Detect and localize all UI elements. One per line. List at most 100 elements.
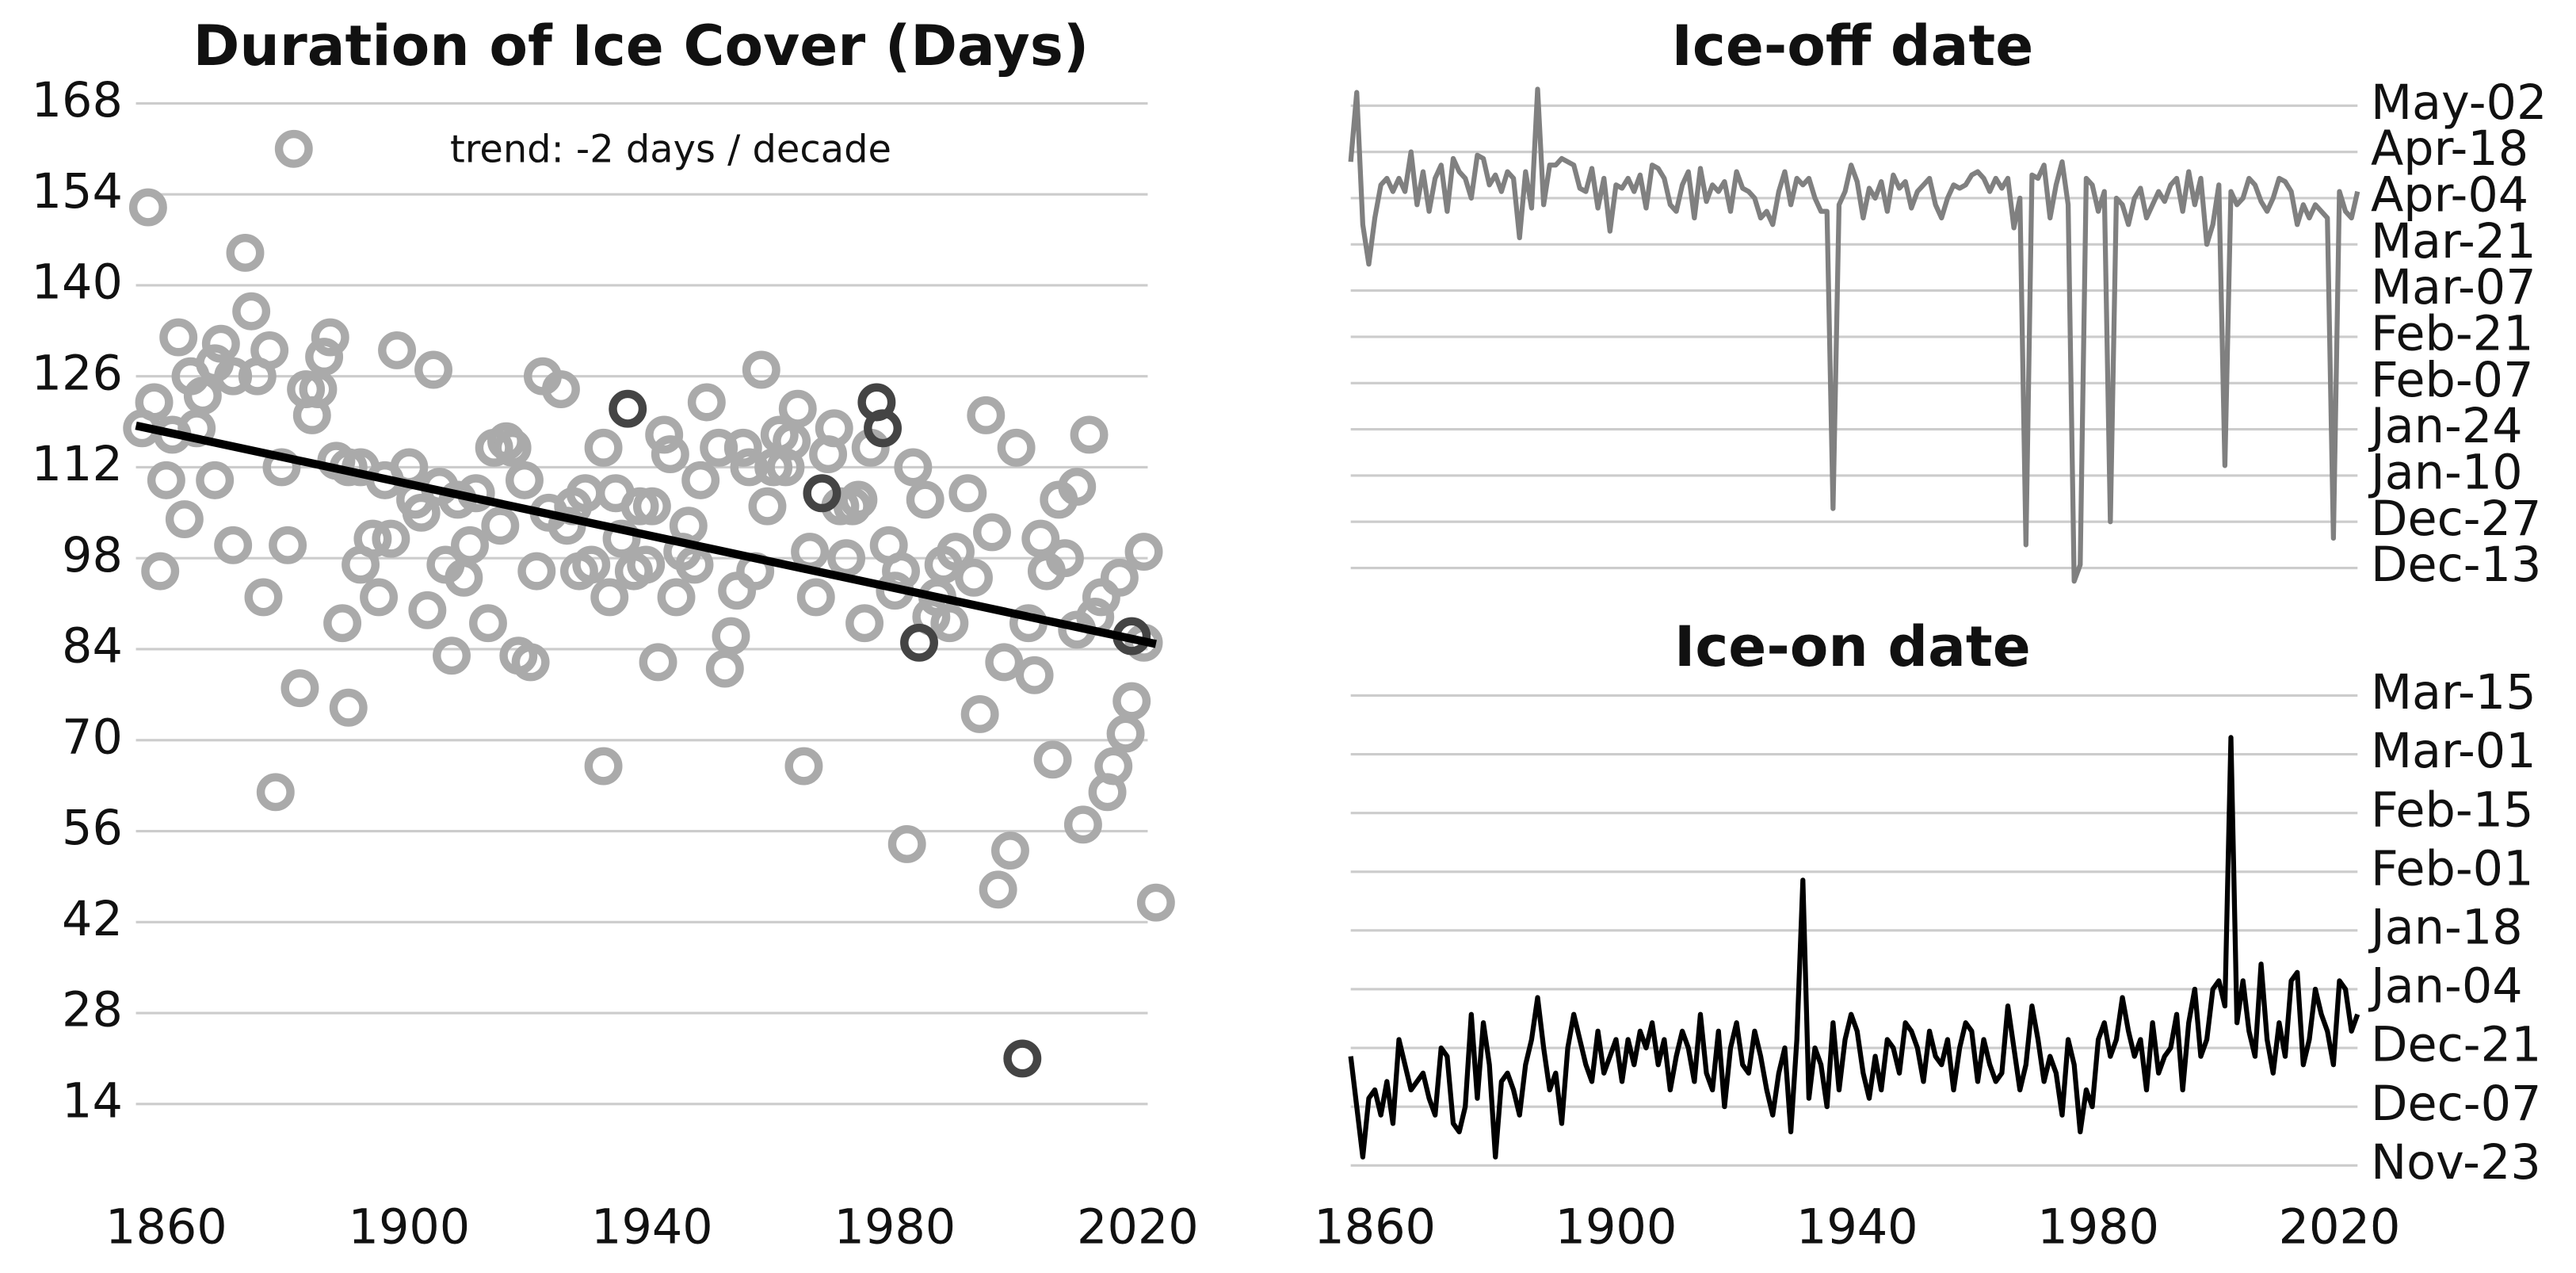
point xyxy=(147,461,185,499)
y-tick-label: Jan-24 xyxy=(2368,399,2523,454)
y-tick-label: Feb-01 xyxy=(2371,841,2534,896)
point xyxy=(469,604,507,643)
point xyxy=(372,519,410,558)
y-tick-label: Mar-21 xyxy=(2371,214,2536,270)
y-tick-label: Dec-13 xyxy=(2371,537,2542,593)
point xyxy=(1045,539,1084,578)
point xyxy=(1063,805,1102,844)
point xyxy=(627,545,666,584)
y-tick-label: Feb-07 xyxy=(2371,353,2534,408)
point xyxy=(584,747,623,786)
point xyxy=(274,129,313,168)
point xyxy=(748,487,787,526)
y-tick-label: Nov-23 xyxy=(2371,1135,2541,1191)
y-tick-label: Dec-27 xyxy=(2371,491,2542,547)
point xyxy=(900,623,938,662)
y-tick-label: Jan-04 xyxy=(2368,959,2523,1015)
point xyxy=(937,533,975,571)
y-tick-label: Feb-21 xyxy=(2371,307,2534,362)
point xyxy=(244,578,283,617)
point xyxy=(1015,656,1054,694)
point xyxy=(620,487,659,526)
point xyxy=(997,428,1036,467)
point xyxy=(232,292,271,331)
point xyxy=(687,383,726,422)
y-tick-label: Apr-18 xyxy=(2371,121,2528,177)
y-tick-label: Apr-04 xyxy=(2371,168,2528,224)
y-tick-label: 14 xyxy=(62,1073,123,1129)
y-tick-label: 154 xyxy=(32,164,123,220)
point xyxy=(839,480,878,519)
point xyxy=(1106,714,1145,753)
point xyxy=(1058,468,1097,507)
point xyxy=(845,604,884,643)
y-tick-label: Dec-07 xyxy=(2371,1076,2542,1132)
point xyxy=(323,604,362,643)
point xyxy=(311,318,349,357)
point xyxy=(827,539,866,578)
y-tick-label: 70 xyxy=(62,709,123,765)
point xyxy=(742,350,780,389)
point xyxy=(506,461,544,499)
point xyxy=(433,636,471,675)
y-tick-label: 56 xyxy=(62,801,123,856)
point xyxy=(991,831,1029,870)
y-tick-label: Dec-21 xyxy=(2371,1018,2542,1073)
point xyxy=(196,461,235,499)
point xyxy=(517,552,556,591)
point xyxy=(681,461,720,499)
point xyxy=(712,617,750,656)
point xyxy=(979,870,1017,909)
y-tick-label: 42 xyxy=(62,892,123,947)
point xyxy=(159,318,198,357)
point xyxy=(985,643,1024,682)
point xyxy=(280,669,319,708)
x-tick-label: 1940 xyxy=(1796,1199,1918,1255)
point xyxy=(214,357,253,396)
point xyxy=(1112,682,1151,721)
point xyxy=(481,507,520,545)
point xyxy=(493,428,532,467)
point xyxy=(141,552,180,591)
y-tick-label: 98 xyxy=(62,528,123,583)
x-tick-label: 2020 xyxy=(2279,1199,2401,1255)
point xyxy=(894,448,933,487)
point xyxy=(584,428,623,467)
chart-title: Ice-on date xyxy=(1674,614,2031,679)
point xyxy=(815,409,853,448)
point xyxy=(657,578,696,617)
point xyxy=(590,578,629,617)
point xyxy=(329,688,368,727)
point xyxy=(183,377,222,415)
point xyxy=(639,643,677,682)
point xyxy=(1033,740,1072,779)
point xyxy=(548,507,586,545)
x-tick-label: 1980 xyxy=(834,1199,956,1255)
data-line xyxy=(1348,86,2360,584)
point xyxy=(541,370,580,409)
point xyxy=(675,545,714,584)
y-tick-label: 126 xyxy=(32,346,123,401)
y-tick-label: Jan-18 xyxy=(2368,900,2523,955)
point xyxy=(906,480,945,519)
point xyxy=(256,773,295,812)
point xyxy=(1003,1039,1042,1078)
y-tick-label: 84 xyxy=(62,619,123,675)
point xyxy=(402,493,441,532)
x-tick-label: 1900 xyxy=(349,1199,471,1255)
chart-title: Duration of Ice Cover (Days) xyxy=(193,13,1090,78)
y-tick-label: Mar-01 xyxy=(2371,724,2536,779)
y-tick-label: 140 xyxy=(32,255,123,311)
point xyxy=(1124,533,1163,571)
point xyxy=(214,526,253,564)
y-tick-label: Mar-15 xyxy=(2371,665,2536,721)
y-tick-label: Mar-07 xyxy=(2371,260,2536,315)
point xyxy=(360,578,399,617)
point xyxy=(1094,747,1133,786)
x-tick-label: 1980 xyxy=(2037,1199,2159,1255)
point xyxy=(930,604,969,643)
point xyxy=(511,643,550,682)
point xyxy=(226,234,265,272)
point xyxy=(135,383,174,422)
